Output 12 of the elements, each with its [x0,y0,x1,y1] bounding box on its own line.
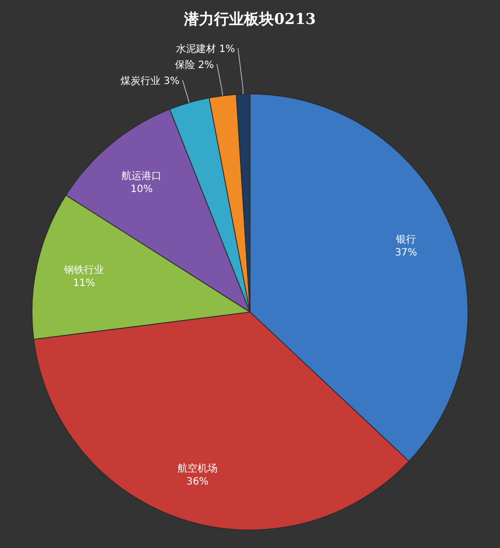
data-label: 37% [394,247,418,258]
slice-label: 水泥建材 1% [176,43,235,55]
chart-title: 潜力行业板块0213 [183,10,316,28]
slice-label: 航空机场 [177,462,218,475]
slice-label: 银行 [395,234,416,246]
data-label: 36% [186,476,209,488]
data-label: 11% [72,278,96,289]
slice-label: 保险 2% [174,59,214,71]
slice-label: 钢铁行业 [63,264,104,276]
data-label: 10% [130,184,153,195]
slice-label: 航运港口 [122,170,162,182]
slice-label: 煤炭行业 3% [120,75,180,87]
